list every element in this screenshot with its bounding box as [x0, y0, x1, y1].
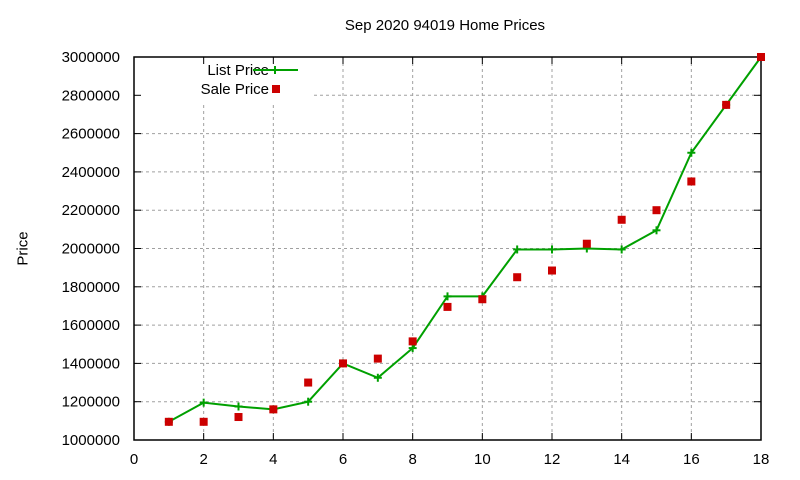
- svg-text:8: 8: [408, 451, 416, 468]
- svg-text:Sale Price: Sale Price: [201, 81, 269, 98]
- svg-text:12: 12: [544, 451, 561, 468]
- chart-title: Sep 2020 94019 Home Prices: [344, 17, 546, 34]
- svg-text:10: 10: [474, 451, 491, 468]
- svg-text:2000000: 2000000: [62, 241, 120, 258]
- svg-text:6: 6: [339, 451, 347, 468]
- svg-text:4: 4: [269, 451, 277, 468]
- svg-text:2200000: 2200000: [62, 202, 120, 219]
- svg-text:1400000: 1400000: [62, 355, 120, 372]
- tick-labels: 0 2 4 6 8 10 12 14 16 18 1000000 1200000 1400000 1600…: [62, 49, 770, 468]
- data-series: [164, 53, 765, 426]
- svg-text:1200000: 1200000: [62, 394, 120, 411]
- svg-text:2400000: 2400000: [62, 164, 120, 181]
- svg-text:1600000: 1600000: [62, 317, 120, 334]
- svg-text:2: 2: [199, 451, 207, 468]
- svg-text:18: 18: [753, 451, 770, 468]
- svg-text:1800000: 1800000: [62, 279, 120, 296]
- svg-text:16: 16: [683, 451, 700, 468]
- legend: List Price Sale Price: [201, 62, 298, 98]
- svg-text:3000000: 3000000: [62, 49, 120, 66]
- grid-lines: [134, 57, 761, 440]
- svg-text:1000000: 1000000: [62, 432, 120, 449]
- svg-text:2600000: 2600000: [62, 126, 120, 143]
- svg-text:14: 14: [613, 451, 630, 468]
- svg-text:2800000: 2800000: [62, 87, 120, 104]
- axes: [133, 56, 762, 441]
- svg-text:0: 0: [130, 451, 138, 468]
- svg-text:List Price: List Price: [207, 62, 269, 79]
